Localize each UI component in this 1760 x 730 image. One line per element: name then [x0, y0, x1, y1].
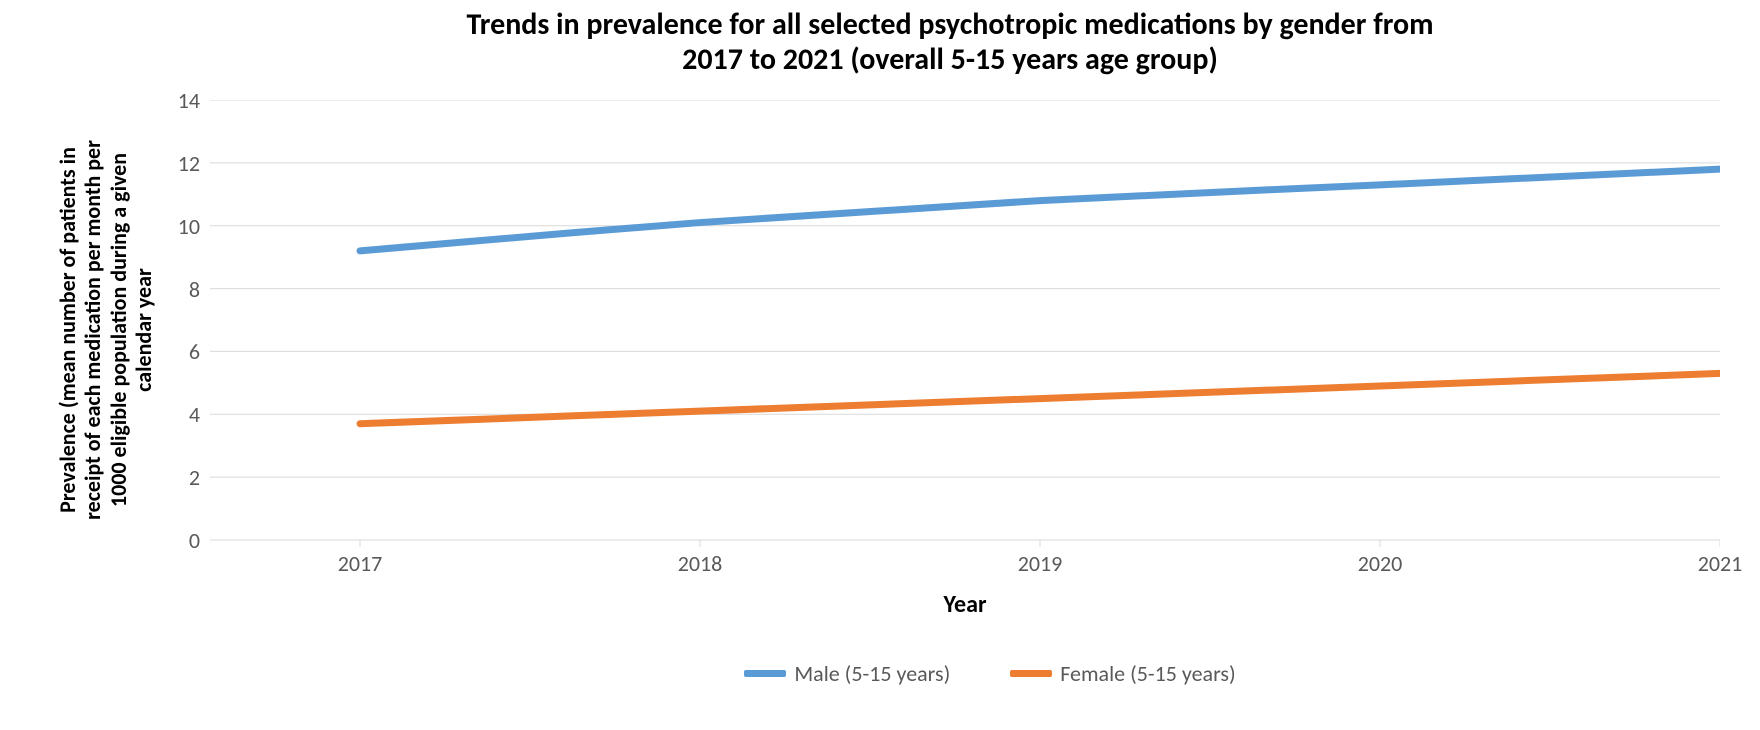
y-tick-label: 2	[150, 464, 200, 491]
y-axis-label: Prevalence (mean number of patients in r…	[55, 90, 156, 570]
x-axis-label: Year	[210, 590, 1720, 619]
legend-swatch	[1010, 670, 1052, 677]
y-tick-label: 8	[150, 276, 200, 303]
chart-container: Trends in prevalence for all selected ps…	[0, 0, 1760, 730]
legend-item: Female (5-15 years)	[1010, 660, 1235, 687]
legend: Male (5-15 years) Female (5-15 years)	[540, 660, 1440, 687]
legend-label: Female (5-15 years)	[1060, 660, 1235, 687]
y-tick-label: 14	[150, 87, 200, 114]
x-tick-label: 2021	[1680, 550, 1760, 577]
x-tick-label: 2017	[320, 550, 400, 577]
x-tick-label: 2020	[1340, 550, 1420, 577]
y-tick-label: 12	[150, 150, 200, 177]
series-line	[360, 373, 1720, 423]
legend-label: Male (5-15 years)	[794, 660, 950, 687]
x-tick-label: 2019	[1000, 550, 1080, 577]
y-tick-label: 0	[150, 527, 200, 554]
y-tick-label: 6	[150, 338, 200, 365]
series-line	[360, 169, 1720, 251]
chart-title: Trends in prevalence for all selected ps…	[180, 8, 1720, 77]
y-tick-label: 10	[150, 213, 200, 240]
y-tick-label: 4	[150, 401, 200, 428]
legend-item: Male (5-15 years)	[744, 660, 950, 687]
x-tick-label: 2018	[660, 550, 740, 577]
legend-swatch	[744, 670, 786, 677]
plot-area	[210, 100, 1720, 550]
